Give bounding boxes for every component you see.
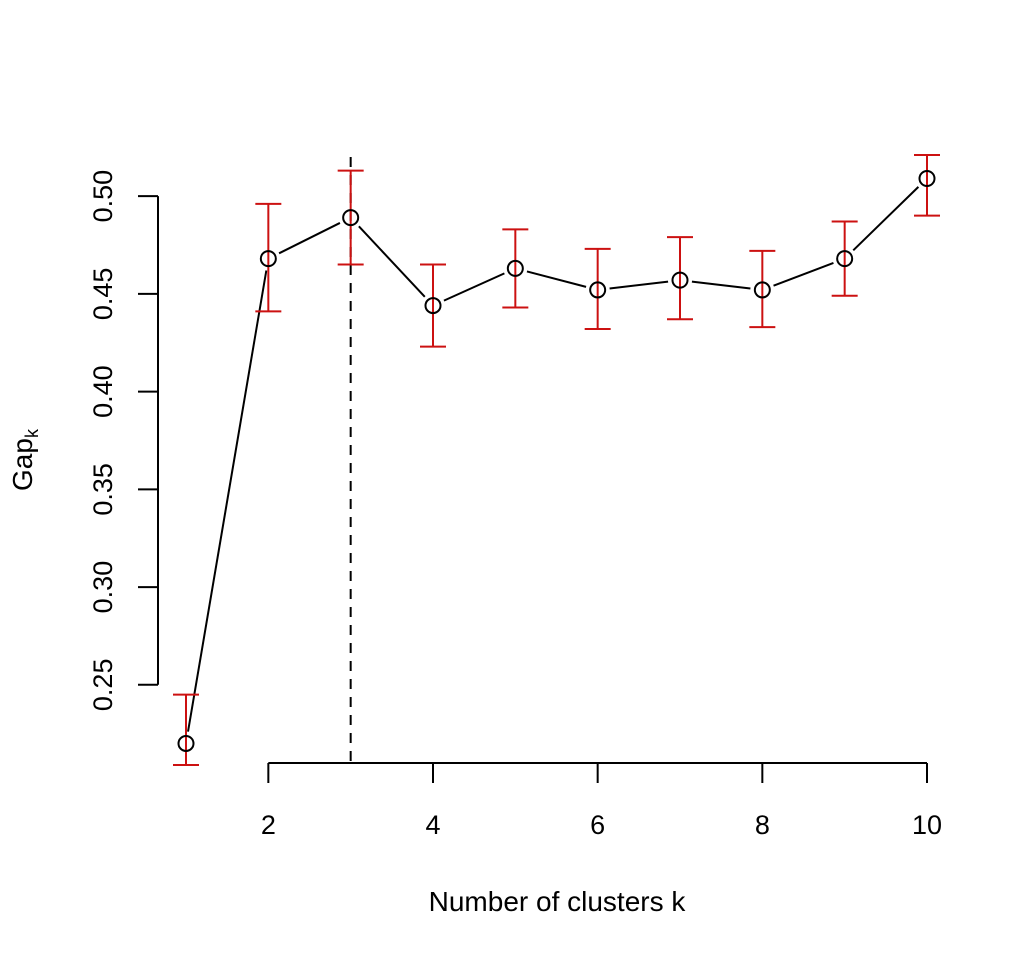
data-point-k2 [259,250,277,268]
line-segment-2-3 [278,222,341,255]
y-axis-label-subscript: k [22,428,42,438]
x-axis-label: Number of clusters k [429,886,687,917]
x-tick-label-2: 2 [261,810,276,840]
error-bar-1 [173,693,199,766]
error-bar-3 [337,169,364,266]
points-group [177,170,936,752]
error-bar-2 [255,202,282,313]
error-bar-8 [749,249,776,329]
line-segment-7-8 [691,280,751,290]
error-bar-5 [502,228,529,309]
data-point-k4 [424,297,442,315]
x-tick-label-6: 6 [590,810,605,840]
y-tick-label-0.4: 0.40 [88,365,118,418]
x-axis: 2 4 6 8 10 [261,762,942,840]
line-segment-8-9 [773,261,834,287]
data-point-k10 [918,170,936,188]
data-point-k9 [836,250,854,268]
error-bar-7 [667,236,693,321]
line-segment-6-7 [609,280,669,290]
y-tick-label-0.25: 0.25 [88,659,118,712]
y-tick-label-0.35: 0.35 [88,463,118,516]
y-axis: 0.25 0.30 0.35 0.40 0.45 0.50 [88,170,159,712]
data-point-k5 [506,259,524,277]
error-bar-4 [420,263,446,348]
data-point-k6 [589,281,607,299]
y-tick-label-0.5: 0.50 [88,170,118,223]
data-point-k7 [671,271,689,289]
line-segment-9-10 [852,186,920,251]
y-tick-label-0.3: 0.30 [88,561,118,614]
error-bar-9 [831,220,858,297]
data-point-k8 [753,281,771,299]
y-axis-label-main: Gap [7,438,38,491]
error-bar-6 [584,247,611,331]
x-tick-label-8: 8 [755,810,770,840]
data-point-k3 [342,209,360,227]
y-tick-label-0.45: 0.45 [88,268,118,321]
error-bars-group [173,154,940,766]
x-tick-label-4: 4 [425,810,440,840]
x-tick-label-10: 10 [912,810,942,840]
series-line-group [187,186,920,732]
y-axis-label: Gapk [7,428,42,491]
line-segment-4-5 [443,272,505,302]
data-point-k1 [177,734,195,752]
line-segment-1-2 [187,270,268,732]
line-segment-5-6 [526,270,587,288]
line-segment-3-4 [358,225,426,298]
